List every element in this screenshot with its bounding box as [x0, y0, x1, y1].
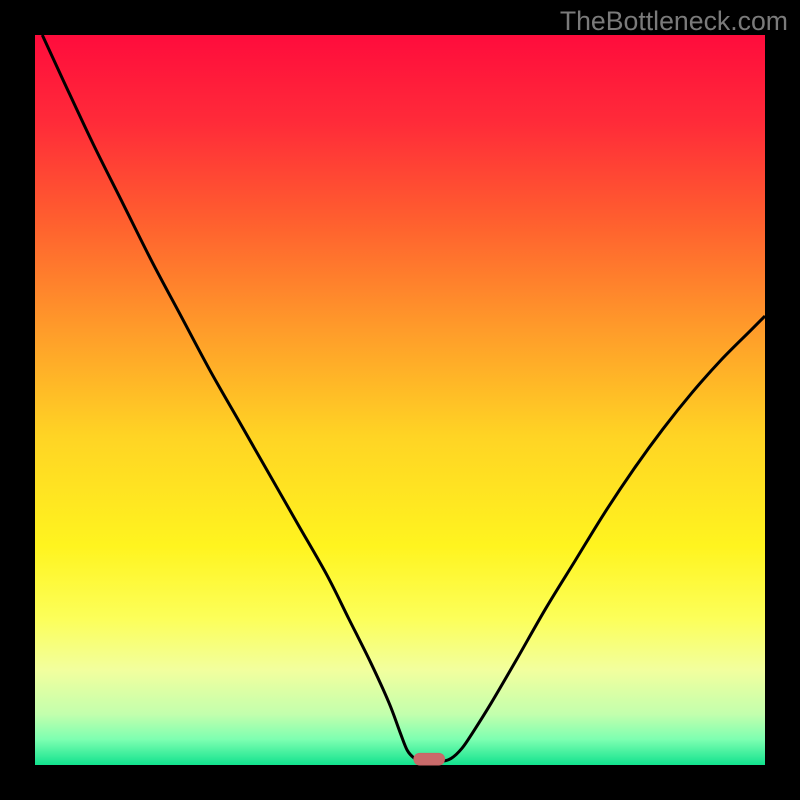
optimal-point-marker — [414, 753, 445, 765]
bottleneck-chart: TheBottleneck.com — [0, 0, 800, 800]
chart-background-gradient — [35, 35, 765, 765]
chart-svg — [0, 0, 800, 800]
watermark-text: TheBottleneck.com — [560, 6, 788, 37]
